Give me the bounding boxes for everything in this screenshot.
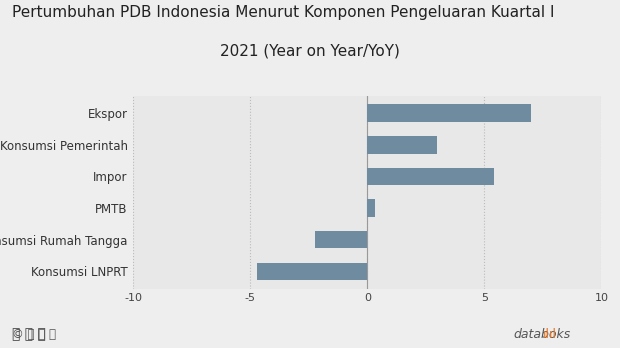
Bar bbox=[367, 168, 494, 185]
Bar bbox=[367, 136, 436, 153]
Text: Pertumbuhan PDB Indonesia Menurut Komponen Pengeluaran Kuartal I: Pertumbuhan PDB Indonesia Menurut Kompon… bbox=[12, 5, 555, 20]
Text: 2021 (Year on Year/YoY): 2021 (Year on Year/YoY) bbox=[220, 44, 400, 58]
Text: ⓒ ⓕ Ⓢ: ⓒ ⓕ Ⓢ bbox=[12, 327, 46, 341]
Bar bbox=[367, 199, 375, 217]
Bar bbox=[367, 104, 531, 122]
Bar bbox=[257, 263, 367, 280]
Text: databoks: databoks bbox=[513, 327, 570, 341]
Text: © ⓒ ⓕ Ⓢ: © ⓒ ⓕ Ⓢ bbox=[12, 327, 56, 341]
Text: ılıl: ılıl bbox=[542, 327, 557, 341]
Bar bbox=[315, 231, 367, 248]
